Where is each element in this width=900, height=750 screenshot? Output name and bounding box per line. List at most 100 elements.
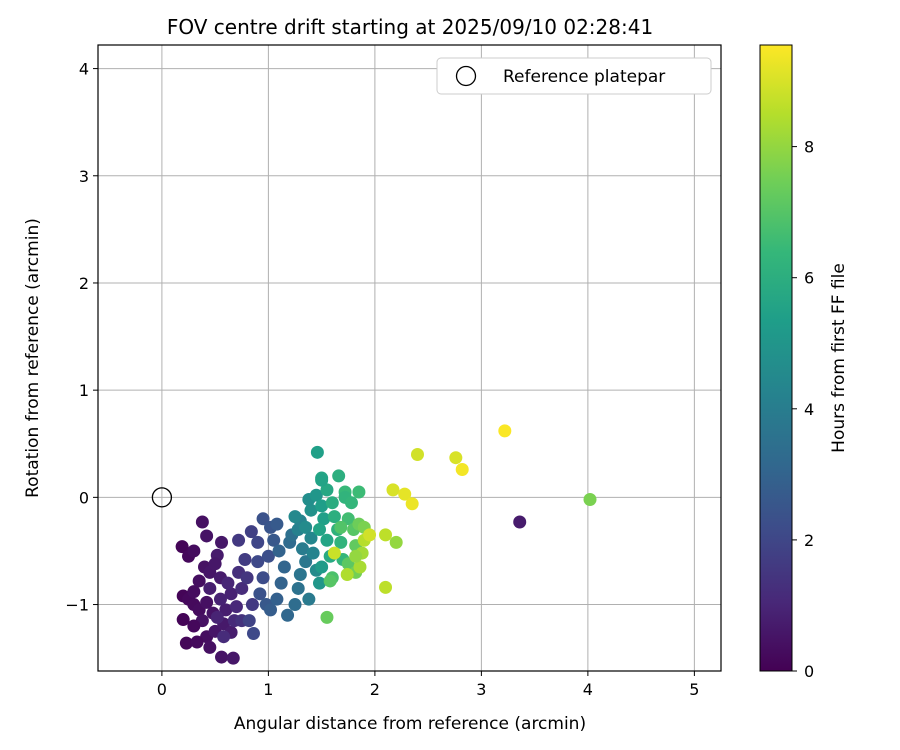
- reference-marker: [151, 487, 173, 508]
- legend-box: [436, 57, 712, 95]
- scatter-point: [267, 533, 281, 547]
- scatter-point: [344, 496, 358, 510]
- y-tick-label: 2: [79, 274, 89, 293]
- scatter-point: [310, 445, 324, 459]
- colorbar-label: Hours from first FF file: [829, 263, 849, 453]
- scatter-point: [190, 635, 204, 649]
- scatter-point: [229, 600, 243, 614]
- scatter-point: [221, 576, 235, 590]
- scatter-point: [240, 571, 254, 585]
- scatter-point: [244, 525, 258, 539]
- colorbar-gradient: [759, 44, 793, 672]
- scatter-point: [315, 560, 329, 574]
- y-tick-label: 3: [79, 167, 89, 186]
- scatter-point: [320, 610, 334, 624]
- scatter-point: [327, 510, 341, 524]
- scatter-point: [277, 560, 291, 574]
- scatter-point: [327, 546, 341, 560]
- scatter-point: [187, 619, 201, 633]
- y-tick-label: 0: [79, 488, 89, 507]
- scatter-point: [203, 640, 217, 654]
- colorbar-tick-label: 0: [804, 662, 814, 681]
- scatter-point: [389, 535, 403, 549]
- scatter-point: [299, 520, 313, 534]
- scatter-point: [187, 544, 201, 558]
- scatter-point: [210, 610, 224, 624]
- scatter-point: [208, 557, 222, 571]
- scatter-point: [245, 598, 259, 612]
- scatter-point: [256, 571, 270, 585]
- x-tick-label: 5: [689, 680, 699, 699]
- scatter-point: [583, 492, 597, 506]
- scatter-point: [253, 587, 267, 601]
- scatter-point: [251, 535, 265, 549]
- scatter-point: [325, 496, 339, 510]
- colorbar-tick-label: 6: [804, 269, 814, 288]
- scatter-point: [320, 483, 334, 497]
- scatter-point: [449, 451, 463, 465]
- reference-point: [151, 487, 173, 508]
- scatter-point: [281, 608, 295, 622]
- scatter-point: [315, 499, 329, 513]
- scatter-point: [379, 528, 393, 542]
- scatter-point: [270, 592, 284, 606]
- scatter-point: [195, 515, 209, 529]
- scatter-point: [261, 549, 275, 563]
- scatter-point: [405, 497, 419, 511]
- y-axis-ticks: −1 0 1 2 3 4: [65, 60, 98, 615]
- scatter-point: [288, 510, 302, 524]
- x-tick-label: 1: [263, 680, 273, 699]
- scatter-point: [513, 515, 527, 529]
- scatter-point: [302, 592, 316, 606]
- scatter-point: [226, 651, 240, 665]
- legend-entry: Reference platepar: [503, 67, 665, 87]
- y-axis-label: Rotation from reference (arcmin): [23, 218, 43, 498]
- x-tick-label: 2: [370, 680, 380, 699]
- scatter-point: [386, 483, 400, 497]
- scatter-point: [340, 568, 354, 582]
- scatter-point: [192, 574, 206, 588]
- scatter-point: [235, 581, 249, 595]
- scatter-point: [291, 581, 305, 595]
- scatter-point: [334, 520, 348, 534]
- colorbar-tick-label: 4: [804, 400, 814, 419]
- scatter-point: [238, 553, 252, 567]
- colorbar-tick-label: 2: [804, 531, 814, 550]
- y-tick-label: 4: [79, 60, 89, 79]
- scatter-point: [379, 580, 393, 594]
- scatter-point: [187, 585, 201, 599]
- scatter-point: [246, 626, 260, 640]
- scatter-point: [410, 447, 424, 461]
- scatter-point: [232, 533, 246, 547]
- scatter-point: [313, 523, 327, 537]
- scatter-point: [313, 576, 327, 590]
- scatter-point: [304, 503, 318, 517]
- scatter-point: [179, 636, 193, 650]
- scatter-point: [295, 542, 309, 556]
- y-tick-label: 1: [79, 381, 89, 400]
- scatter-point: [398, 487, 412, 501]
- scatter-point: [256, 512, 270, 526]
- scatter-point: [349, 549, 363, 563]
- scatter-point: [293, 568, 307, 582]
- x-tick-label: 3: [476, 680, 486, 699]
- plot-frame: [97, 44, 722, 672]
- colorbar-ticks: 0 2 4 6 8: [792, 138, 814, 681]
- scatter-point: [175, 540, 189, 554]
- scatter-point: [270, 517, 284, 531]
- scatter-point: [203, 581, 217, 595]
- colorbar: 0 2 4 6 8 Hours from first FF file: [759, 44, 849, 681]
- scatter-point: [215, 650, 229, 664]
- scatter-point: [264, 603, 278, 617]
- x-axis-label: Angular distance from reference (arcmin): [234, 714, 586, 734]
- scatter-point: [215, 535, 229, 549]
- scatter-point: [274, 576, 288, 590]
- x-axis-ticks: 0 1 2 3 4 5: [157, 671, 699, 699]
- scatter-point: [242, 614, 256, 628]
- legend: Reference platepar: [436, 57, 712, 95]
- scatter-point: [200, 529, 214, 543]
- x-tick-label: 0: [157, 680, 167, 699]
- scatter-point: [224, 587, 238, 601]
- x-tick-label: 4: [583, 680, 593, 699]
